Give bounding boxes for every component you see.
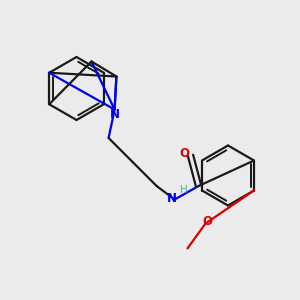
Text: H: H xyxy=(180,185,188,195)
Text: N: N xyxy=(167,192,177,206)
Text: N: N xyxy=(110,108,120,122)
Text: O: O xyxy=(202,214,212,228)
Text: O: O xyxy=(179,147,189,161)
